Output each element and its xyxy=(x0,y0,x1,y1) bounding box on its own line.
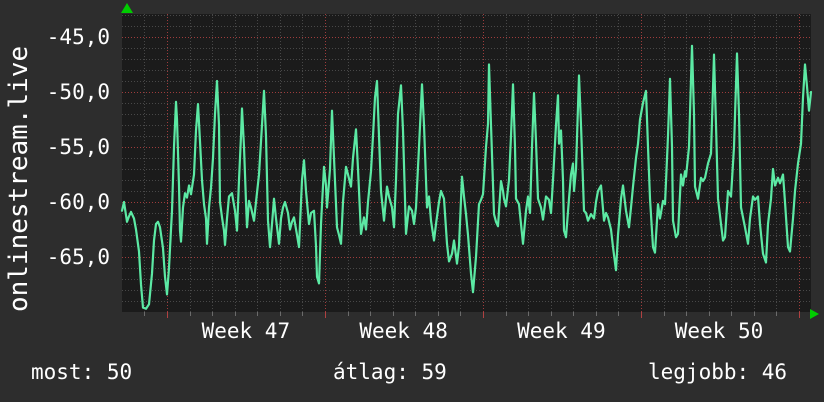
stat-most: most: 50 xyxy=(31,360,133,384)
y-axis-label: -65,0 xyxy=(46,245,110,269)
plot-area xyxy=(120,3,819,319)
stat-atlag: átlag: 59 xyxy=(333,360,447,384)
week-label: Week 49 xyxy=(517,319,606,343)
week-label: Week 47 xyxy=(201,319,291,343)
grid-major xyxy=(122,14,811,312)
x-axis-ticks xyxy=(144,312,800,318)
week-label: Week 50 xyxy=(674,319,764,343)
y-axis-label: -60,0 xyxy=(46,190,110,214)
up-arrow-icon xyxy=(121,3,133,13)
stat-legjobb: legjobb: 46 xyxy=(648,360,788,384)
week-label: Week 48 xyxy=(359,319,448,343)
y-axis-label: -50,0 xyxy=(46,80,110,104)
y-axis-label: -45,0 xyxy=(46,25,110,49)
series-line xyxy=(120,44,813,310)
right-arrow-icon xyxy=(810,309,819,319)
plot-svg xyxy=(120,14,813,318)
y-axis-label: -55,0 xyxy=(46,135,110,159)
